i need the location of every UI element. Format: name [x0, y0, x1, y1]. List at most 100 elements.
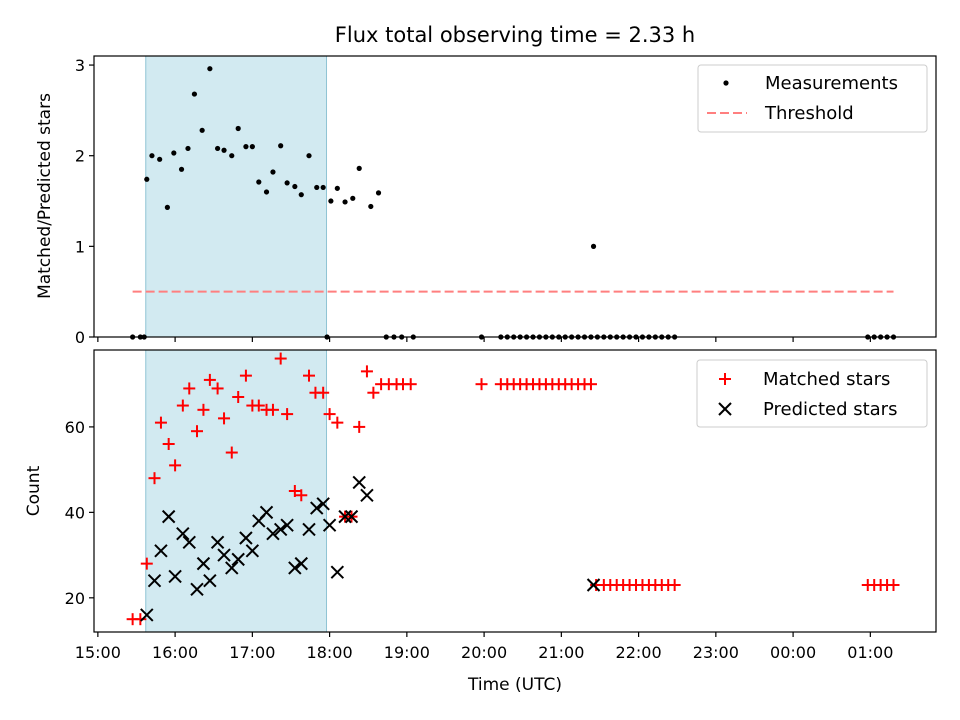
measurement-point: [284, 180, 290, 186]
predicted-star-point: [338, 509, 352, 524]
measurement-point: [298, 192, 304, 198]
measurement-point: [263, 189, 270, 195]
measurement-point: [278, 143, 284, 149]
top-panel: 0 1 2 3 Matched/Predicted stars Measurement…: [35, 55, 937, 347]
matched-star-point: [274, 352, 287, 365]
matched-star-point: [404, 378, 417, 391]
x-tick-label: 18:00: [307, 643, 353, 662]
measurement-point: [235, 125, 241, 132]
predicted-star-point: [322, 518, 337, 532]
matched-star-point: [331, 416, 344, 429]
top-x-ticks: [97, 337, 871, 342]
measurement-point: [270, 169, 276, 175]
measurement-point: [149, 153, 155, 159]
top-y-ticks: 0 1 2 3: [75, 56, 94, 347]
measurement-point: [185, 145, 191, 152]
predicted-star-point: [330, 565, 345, 579]
y-tick-label: 2: [75, 147, 85, 166]
predicted-star-point: [140, 608, 154, 622]
matched-star-point: [154, 416, 167, 429]
legend-marker-matched: [719, 373, 731, 385]
measurement-point: [368, 203, 374, 210]
matched-star-point: [232, 391, 245, 403]
predicted-star-point: [302, 522, 316, 537]
measurement-point: [144, 176, 150, 182]
y-tick-label: 40: [65, 503, 85, 522]
matched-star-point: [353, 420, 366, 433]
matched-star-point: [281, 408, 294, 421]
matched-star-point: [360, 365, 373, 378]
x-tick-label: 20:00: [461, 643, 507, 662]
x-axis-label: Time (UTC): [467, 675, 562, 695]
measurement-point: [292, 183, 298, 190]
predicted-star-point: [316, 497, 330, 511]
measurement-point: [171, 150, 177, 156]
measurement-point: [157, 156, 163, 162]
measurement-point: [191, 91, 198, 97]
predicted-star-point: [168, 569, 182, 584]
matched-star-point: [176, 399, 189, 412]
predicted-star-point: [231, 552, 245, 567]
legend-label-predicted: Predicted stars: [763, 399, 897, 420]
matched-star-point: [887, 579, 900, 591]
matched-star-point: [288, 485, 301, 497]
matched-star-point: [218, 412, 231, 425]
bottom-y-ticks: 20 40 60: [65, 418, 94, 608]
matched-star-point: [140, 557, 153, 570]
matched-star-point: [190, 425, 203, 438]
predicted-star-point: [344, 509, 359, 524]
matched-star-point: [225, 446, 238, 459]
predicted-star-point: [182, 535, 196, 549]
matched-star-point: [303, 369, 316, 382]
measurement-point: [249, 144, 255, 150]
predicted-star-point: [196, 556, 211, 571]
measurement-point: [314, 184, 320, 191]
measurement-point: [328, 198, 334, 204]
measurement-point: [214, 145, 221, 152]
predicted-star-point: [245, 544, 260, 558]
y-tick-label: 3: [75, 56, 85, 75]
measurement-point: [350, 195, 356, 201]
measurement-point: [320, 184, 326, 191]
predicted-stars-points: [140, 475, 601, 622]
y-tick-label: 60: [65, 418, 85, 437]
measurement-point: [164, 204, 170, 210]
legend-marker-predicted: [718, 402, 732, 416]
x-tick-label: 15:00: [75, 643, 121, 662]
measurement-point: [375, 190, 382, 196]
predicted-star-point: [210, 535, 225, 549]
predicted-star-point: [217, 548, 231, 562]
measurement-point: [229, 153, 235, 159]
measurement-point: [342, 199, 348, 205]
matched-star-point: [211, 382, 224, 395]
matched-star-point: [584, 378, 597, 391]
matched-star-point: [367, 386, 380, 399]
predicted-star-point: [147, 574, 162, 588]
x-tick-label: 21:00: [538, 643, 584, 662]
measurement-point: [243, 144, 249, 150]
measurement-point: [178, 166, 185, 172]
x-tick-label: 00:00: [770, 643, 816, 662]
predicted-star-point: [190, 582, 204, 596]
predicted-star-point: [586, 578, 601, 592]
measurement-point: [221, 147, 227, 153]
x-tick-label: 17:00: [229, 643, 275, 662]
predicted-star-point: [360, 488, 374, 502]
predicted-star-point: [259, 505, 274, 520]
bottom-y-axis-label: Count: [24, 465, 44, 516]
predicted-star-point: [161, 509, 176, 524]
predicted-star-point: [352, 475, 366, 490]
legend-marker-measurements: [723, 80, 729, 86]
measurement-point: [256, 179, 262, 185]
observing-window-top: [145, 55, 328, 338]
predicted-star-point: [294, 556, 308, 571]
matched-star-point: [134, 613, 147, 626]
x-tick-label: 19:00: [384, 643, 430, 662]
matched-star-point: [323, 408, 336, 421]
matched-star-point: [252, 399, 265, 412]
bottom-panel: 20 40 60 15:00 16:00 17:00 18:00 19:00 20:00 21:…: [24, 349, 937, 695]
matched-star-point: [203, 373, 216, 386]
measurement-point: [590, 243, 597, 249]
matched-star-point: [668, 579, 681, 591]
